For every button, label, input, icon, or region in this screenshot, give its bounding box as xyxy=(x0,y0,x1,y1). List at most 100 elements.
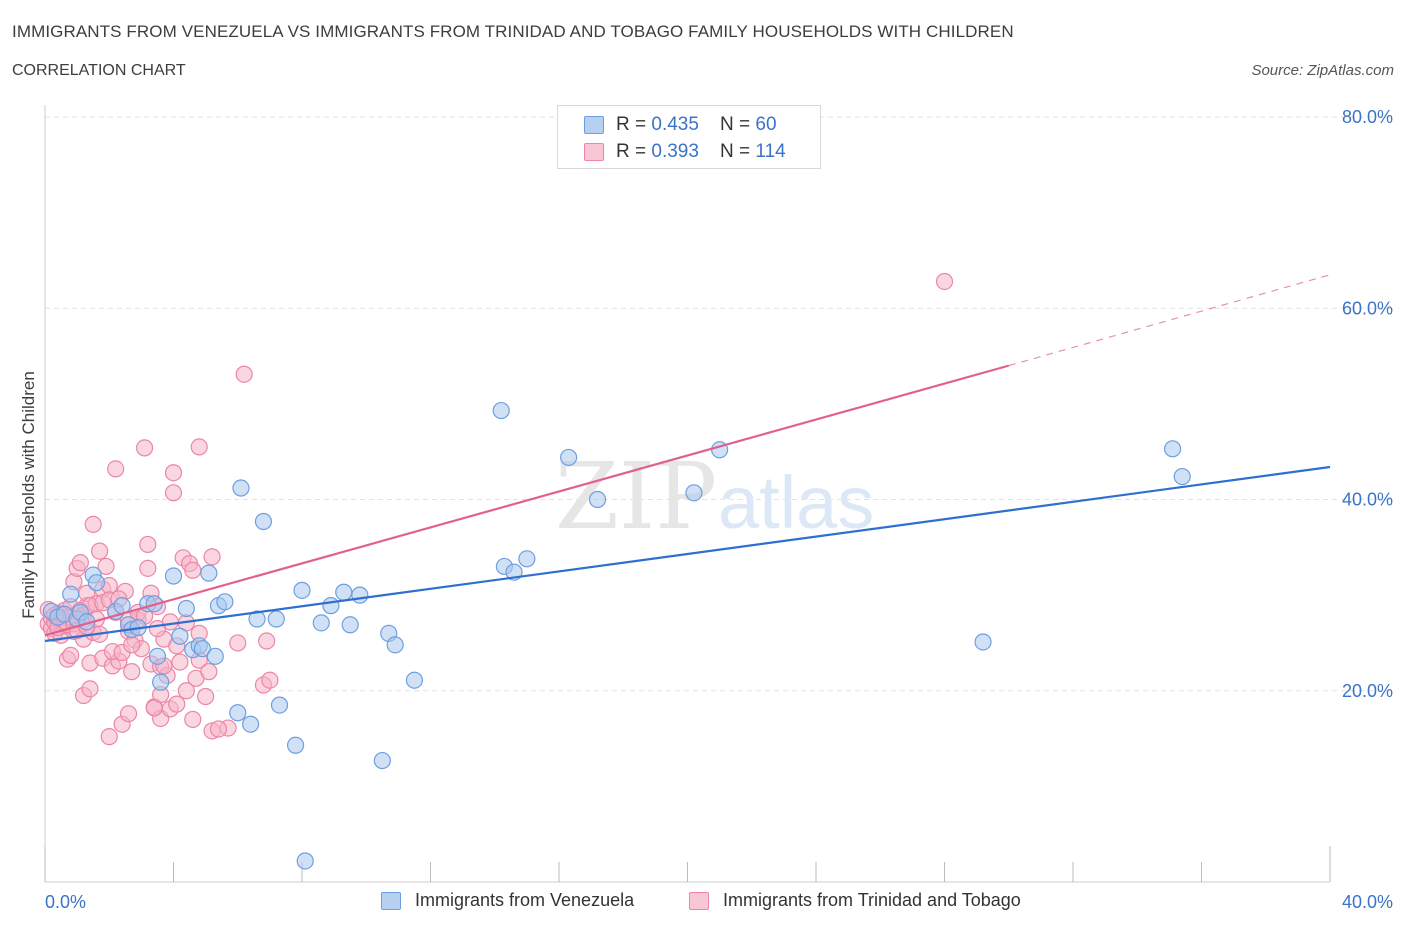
point-trinidad xyxy=(119,705,138,723)
point-trinidad xyxy=(235,365,253,383)
point-trinidad xyxy=(123,636,141,654)
point-trinidad xyxy=(203,548,221,566)
legend-r-label: R = xyxy=(616,141,652,162)
point-trinidad xyxy=(171,653,189,671)
point-trinidad xyxy=(184,561,202,579)
point-trinidad xyxy=(190,438,208,456)
point-trinidad xyxy=(935,272,954,291)
point-venezuela xyxy=(254,512,273,531)
point-venezuela xyxy=(164,567,183,585)
point-trinidad xyxy=(62,646,80,664)
point-trinidad xyxy=(135,439,154,457)
point-trinidad xyxy=(164,484,183,502)
point-venezuela xyxy=(322,597,340,615)
x-tick-label: 40.0% xyxy=(1342,892,1393,912)
point-trinidad xyxy=(209,720,228,738)
point-trinidad xyxy=(139,535,157,554)
point-venezuela xyxy=(492,401,510,420)
legend-r-value: 0.435 xyxy=(651,114,699,135)
legend-r-value: 0.393 xyxy=(651,141,699,162)
point-trinidad xyxy=(84,515,102,533)
point-trinidad xyxy=(164,464,183,482)
point-venezuela xyxy=(312,614,330,632)
y-tick-label: 20.0% xyxy=(1342,681,1393,701)
y-tick-label: 60.0% xyxy=(1342,298,1393,318)
point-venezuela xyxy=(206,647,224,665)
point-venezuela xyxy=(293,581,311,599)
point-venezuela xyxy=(177,599,195,618)
point-venezuela xyxy=(296,852,314,870)
point-venezuela xyxy=(87,574,106,592)
point-venezuela xyxy=(216,593,234,611)
grid-layer xyxy=(45,116,1395,692)
point-venezuela xyxy=(373,751,391,770)
legend-r-label: R = xyxy=(616,114,652,135)
series-legend: Immigrants from Venezuela Immigrants fro… xyxy=(0,890,1406,916)
point-trinidad xyxy=(168,695,186,713)
point-trinidad xyxy=(139,559,157,577)
legend-swatch-blue xyxy=(584,116,604,134)
point-venezuela xyxy=(242,715,260,733)
point-trinidad xyxy=(261,671,279,689)
legend-n-label: N = xyxy=(720,141,756,162)
y-tick-label: 80.0% xyxy=(1342,107,1393,127)
point-venezuela xyxy=(518,550,536,568)
point-trinidad xyxy=(71,554,89,572)
point-venezuela xyxy=(232,479,250,497)
x-tick-label: 0.0% xyxy=(45,892,86,912)
point-venezuela xyxy=(335,583,353,601)
point-trinidad xyxy=(107,460,125,478)
point-venezuela xyxy=(286,736,305,754)
y-axis-label: Family Households with Children xyxy=(19,371,38,619)
chart-subtitle: CORRELATION CHART xyxy=(12,62,186,79)
series-legend-label: Immigrants from Venezuela xyxy=(415,890,635,910)
point-venezuela xyxy=(685,484,703,502)
y-tick-label: 40.0% xyxy=(1342,490,1393,510)
stats-legend: R = 0.435 N = 60 R = 0.393 N = 114 xyxy=(557,105,821,169)
chart-title: IMMIGRANTS FROM VENEZUELA VS IMMIGRANTS … xyxy=(12,22,1014,41)
point-trinidad xyxy=(200,663,218,681)
trend-layer xyxy=(44,274,1331,643)
point-venezuela xyxy=(248,610,266,628)
legend-n-value: 60 xyxy=(755,114,777,135)
trend-line-venezuela xyxy=(44,465,1331,643)
series-swatch-blue xyxy=(381,892,401,910)
legend-n-value: 114 xyxy=(755,141,786,162)
point-trinidad xyxy=(161,613,179,631)
point-venezuela xyxy=(267,610,285,628)
point-trinidad xyxy=(81,680,99,698)
axis-layer: 20.0% 40.0% 60.0% 80.0% 0.0% 40.0% xyxy=(44,105,1393,912)
point-venezuela xyxy=(62,585,80,603)
point-venezuela xyxy=(171,627,189,645)
point-venezuela xyxy=(229,704,247,722)
point-venezuela xyxy=(1173,467,1191,486)
point-trinidad xyxy=(258,632,276,650)
point-trinidad xyxy=(123,663,141,681)
watermark-atlas: atlas xyxy=(718,461,874,544)
point-venezuela xyxy=(193,640,212,658)
point-venezuela xyxy=(974,633,992,651)
point-trinidad xyxy=(97,557,115,576)
point-trinidad xyxy=(91,542,109,560)
point-venezuela xyxy=(560,448,578,467)
trend-extension-trinidad xyxy=(1008,274,1331,367)
series-swatch-pink xyxy=(689,892,709,910)
point-trinidad xyxy=(197,687,215,706)
trend-line-trinidad xyxy=(44,364,1010,637)
point-venezuela xyxy=(200,564,218,582)
point-venezuela xyxy=(588,490,607,509)
point-venezuela xyxy=(1163,440,1182,458)
point-venezuela xyxy=(152,673,170,691)
point-trinidad xyxy=(100,728,118,746)
point-venezuela xyxy=(351,586,369,604)
point-trinidad xyxy=(177,682,195,700)
point-venezuela xyxy=(341,616,359,634)
point-venezuela xyxy=(405,671,424,689)
legend-swatch-pink xyxy=(584,143,604,161)
series-legend-label: Immigrants from Trinidad and Tobago xyxy=(723,890,1021,910)
point-trinidad xyxy=(184,710,202,729)
point-venezuela xyxy=(148,647,167,665)
legend-n-label: N = xyxy=(720,114,756,135)
points-layer xyxy=(39,272,1191,870)
